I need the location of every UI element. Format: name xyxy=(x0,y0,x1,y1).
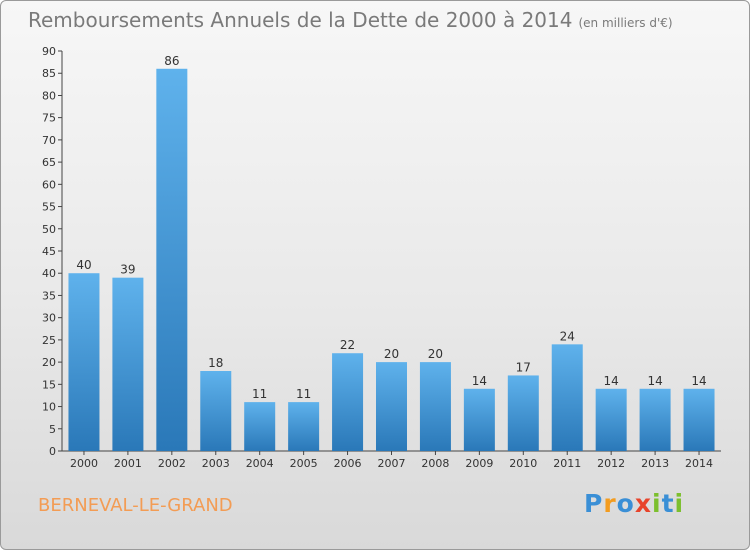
bar-value-label: 24 xyxy=(560,329,575,343)
logo-letter: P xyxy=(584,489,604,518)
place-name: BERNEVAL-LE-GRAND xyxy=(38,495,233,516)
bar-value-label: 14 xyxy=(647,374,662,388)
x-tick-label: 2009 xyxy=(465,457,493,470)
bar xyxy=(200,371,232,451)
bar xyxy=(112,277,144,451)
y-tick-label: 15 xyxy=(42,378,56,391)
y-tick-label: 70 xyxy=(42,134,56,147)
y-tick-label: 80 xyxy=(42,89,56,102)
x-tick-label: 2005 xyxy=(290,457,318,470)
y-tick-label: 40 xyxy=(42,267,56,280)
x-tick-label: 2013 xyxy=(641,457,669,470)
x-tick-label: 2001 xyxy=(114,457,142,470)
bar xyxy=(332,353,364,451)
bar xyxy=(463,388,495,451)
y-tick-label: 65 xyxy=(42,156,56,169)
x-tick-label: 2006 xyxy=(334,457,362,470)
bar xyxy=(288,402,320,451)
y-tick-label: 85 xyxy=(42,67,56,80)
x-tick-label: 2008 xyxy=(421,457,449,470)
bar-value-label: 11 xyxy=(252,387,267,401)
x-tick-label: 2004 xyxy=(246,457,274,470)
bar-value-label: 17 xyxy=(516,360,531,374)
y-tick-label: 25 xyxy=(42,334,56,347)
y-tick-label: 0 xyxy=(49,445,56,458)
bar-value-label: 22 xyxy=(340,338,355,352)
bar-value-label: 20 xyxy=(428,347,443,361)
x-tick-label: 2012 xyxy=(597,457,625,470)
logo-letter: t xyxy=(661,489,675,518)
x-tick-label: 2002 xyxy=(158,457,186,470)
bar xyxy=(68,273,100,451)
bar-value-label: 14 xyxy=(472,374,487,388)
bar xyxy=(551,344,583,451)
y-tick-label: 20 xyxy=(42,356,56,369)
bar-value-label: 20 xyxy=(384,347,399,361)
bar xyxy=(244,402,276,451)
bar-value-label: 18 xyxy=(208,356,223,370)
x-tick-label: 2014 xyxy=(685,457,713,470)
bar xyxy=(683,388,715,451)
x-tick-label: 2011 xyxy=(553,457,581,470)
bar xyxy=(376,362,407,451)
x-tick-label: 2010 xyxy=(509,457,537,470)
y-tick-label: 90 xyxy=(42,45,56,58)
bar-value-label: 14 xyxy=(691,374,706,388)
y-tick-label: 75 xyxy=(42,112,56,125)
bar-value-label: 40 xyxy=(76,258,91,272)
logo-letter: r xyxy=(603,489,617,518)
y-tick-label: 35 xyxy=(42,289,56,302)
y-tick-label: 50 xyxy=(42,223,56,236)
chart-title: Remboursements Annuels de la Dette de 20… xyxy=(28,8,673,32)
bar xyxy=(419,362,451,451)
x-tick-label: 2007 xyxy=(378,457,406,470)
y-tick-label: 5 xyxy=(49,423,56,436)
bar-value-label: 39 xyxy=(120,263,135,277)
logo-letter: i xyxy=(652,489,662,518)
chart-title-text: Remboursements Annuels de la Dette de 20… xyxy=(28,8,573,32)
bar xyxy=(639,388,671,451)
y-tick-label: 55 xyxy=(42,201,56,214)
proxiti-logo: Proxiti xyxy=(584,489,684,518)
bar-value-label: 11 xyxy=(296,387,311,401)
y-tick-label: 30 xyxy=(42,312,56,325)
logo-letter: i xyxy=(674,489,685,518)
logo-letter: x xyxy=(634,489,652,518)
chart-unit: (en milliers d'€) xyxy=(578,16,673,30)
x-tick-label: 2000 xyxy=(70,457,98,470)
bar xyxy=(156,68,188,452)
x-tick-label: 2003 xyxy=(202,457,230,470)
logo-letter: o xyxy=(616,489,635,518)
bar xyxy=(507,375,539,451)
bar-value-label: 86 xyxy=(164,54,179,68)
y-tick-label: 10 xyxy=(42,401,56,414)
y-tick-label: 60 xyxy=(42,178,56,191)
bar-value-label: 14 xyxy=(604,374,619,388)
bar xyxy=(595,388,627,451)
y-tick-label: 45 xyxy=(42,245,56,258)
